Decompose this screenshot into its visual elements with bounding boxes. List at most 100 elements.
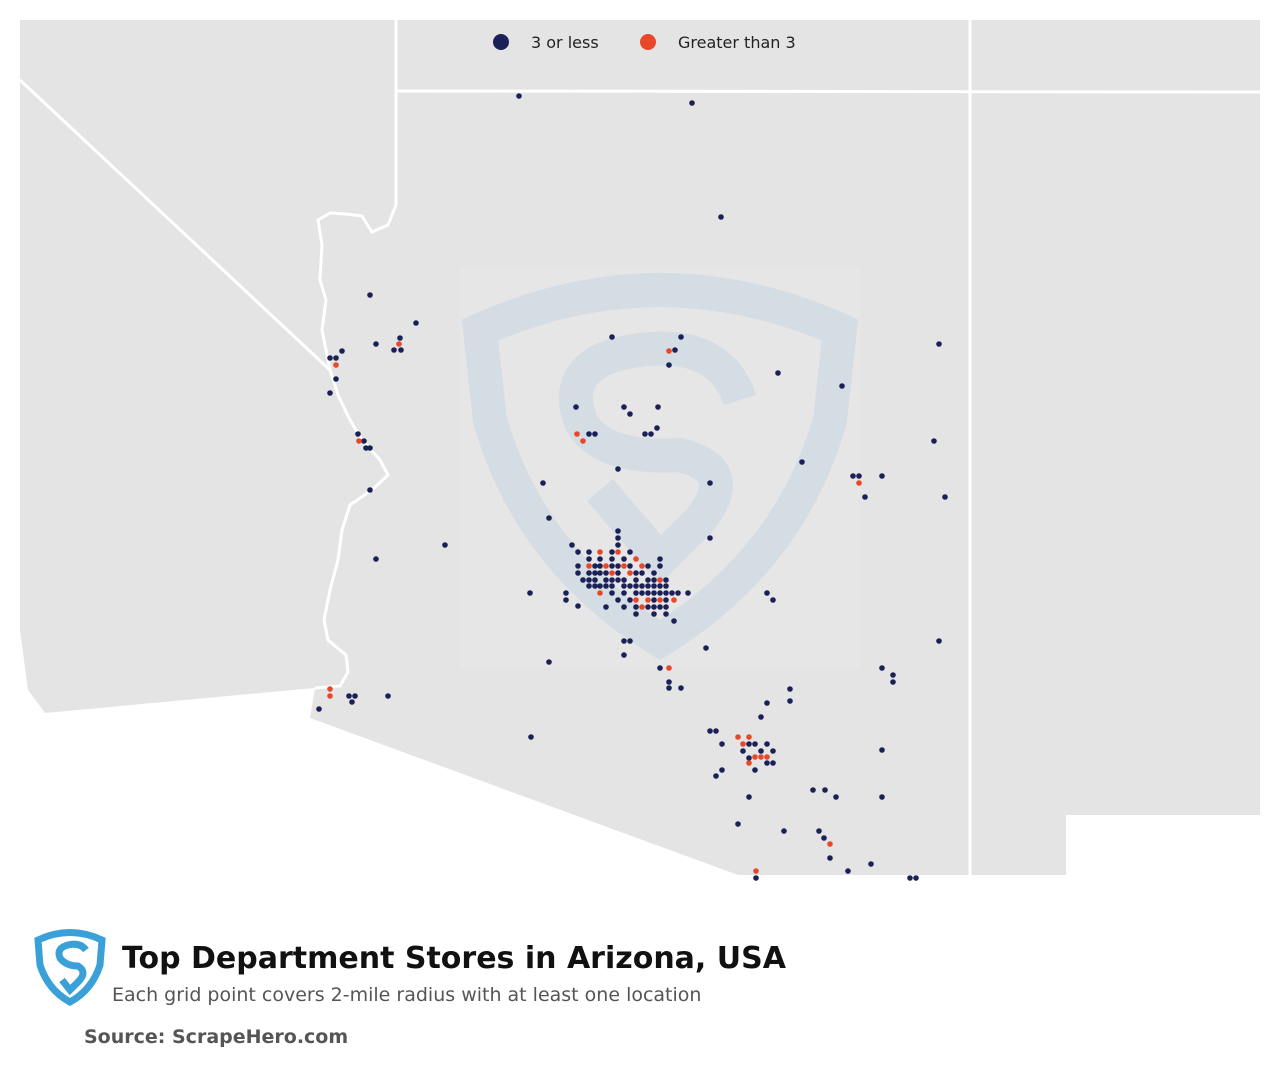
location-dot bbox=[615, 528, 621, 534]
location-dot bbox=[666, 362, 672, 368]
watermark bbox=[460, 268, 860, 668]
location-dot bbox=[603, 563, 609, 569]
location-dot bbox=[645, 604, 651, 610]
location-dot bbox=[666, 348, 672, 354]
location-dot bbox=[657, 563, 663, 569]
location-dot bbox=[575, 603, 581, 609]
location-dot bbox=[367, 487, 373, 493]
location-dot bbox=[764, 741, 770, 747]
location-dot bbox=[615, 549, 621, 555]
location-dot bbox=[633, 570, 639, 576]
location-dot bbox=[657, 597, 663, 603]
location-dot bbox=[821, 835, 827, 841]
location-dot bbox=[890, 672, 896, 678]
location-dot bbox=[346, 693, 352, 699]
location-dot bbox=[718, 214, 724, 220]
location-dot bbox=[592, 431, 598, 437]
location-dot bbox=[396, 341, 402, 347]
location-dot bbox=[827, 841, 833, 847]
location-dot bbox=[657, 590, 663, 596]
location-dot bbox=[349, 699, 355, 705]
location-dot bbox=[580, 438, 586, 444]
location-dot bbox=[609, 583, 615, 589]
location-dot bbox=[657, 583, 663, 589]
location-dot bbox=[746, 794, 752, 800]
location-dot bbox=[569, 542, 575, 548]
location-dot bbox=[627, 597, 633, 603]
location-dot bbox=[879, 794, 885, 800]
location-dot bbox=[627, 583, 633, 589]
location-dot bbox=[367, 445, 373, 451]
location-dot bbox=[546, 515, 552, 521]
location-dot bbox=[327, 355, 333, 361]
location-dot bbox=[666, 679, 672, 685]
location-dot bbox=[657, 577, 663, 583]
location-dot bbox=[597, 563, 603, 569]
location-dot bbox=[651, 577, 657, 583]
location-dot bbox=[639, 563, 645, 569]
location-dot bbox=[746, 755, 752, 761]
location-dot bbox=[936, 341, 942, 347]
location-dot bbox=[633, 611, 639, 617]
location-dot bbox=[592, 583, 598, 589]
location-dot bbox=[540, 480, 546, 486]
location-dot bbox=[609, 590, 615, 596]
location-dot bbox=[373, 341, 379, 347]
location-dot bbox=[703, 645, 709, 651]
location-dot bbox=[654, 425, 660, 431]
location-dot bbox=[787, 686, 793, 692]
location-dot bbox=[327, 390, 333, 396]
location-dot bbox=[879, 665, 885, 671]
location-dot bbox=[657, 556, 663, 562]
location-dot bbox=[764, 700, 770, 706]
location-dot bbox=[615, 577, 621, 583]
location-dot bbox=[391, 347, 397, 353]
location-dot bbox=[609, 334, 615, 340]
location-dot bbox=[657, 665, 663, 671]
location-dot bbox=[753, 875, 759, 881]
location-dot bbox=[642, 431, 648, 437]
source: Source: ScrapeHero.com bbox=[84, 1026, 348, 1048]
location-dot bbox=[615, 570, 621, 576]
location-dot bbox=[913, 875, 919, 881]
location-dot bbox=[651, 604, 657, 610]
location-dot bbox=[752, 741, 758, 747]
location-dot bbox=[609, 577, 615, 583]
location-dot bbox=[633, 577, 639, 583]
location-dot bbox=[663, 611, 669, 617]
location-dot bbox=[333, 355, 339, 361]
location-dot bbox=[633, 556, 639, 562]
location-dot bbox=[574, 431, 580, 437]
location-dot bbox=[586, 570, 592, 576]
location-dot bbox=[753, 868, 759, 874]
location-dot bbox=[352, 693, 358, 699]
location-dot bbox=[740, 741, 746, 747]
title: Top Department Stores in Arizona, USA bbox=[122, 941, 787, 976]
location-dot bbox=[707, 728, 713, 734]
location-dot bbox=[746, 760, 752, 766]
location-dot bbox=[651, 611, 657, 617]
location-dot bbox=[707, 480, 713, 486]
location-dot bbox=[752, 767, 758, 773]
location-dot bbox=[586, 583, 592, 589]
location-dot bbox=[689, 100, 695, 106]
location-dot bbox=[707, 535, 713, 541]
location-dot bbox=[827, 855, 833, 861]
location-dot bbox=[639, 583, 645, 589]
location-dot bbox=[633, 604, 639, 610]
location-dot bbox=[678, 685, 684, 691]
location-dot bbox=[327, 686, 333, 692]
location-dot bbox=[339, 348, 345, 354]
location-dot bbox=[672, 347, 678, 353]
location-dot bbox=[663, 590, 669, 596]
location-dot bbox=[735, 821, 741, 827]
location-dot bbox=[770, 597, 776, 603]
location-dot bbox=[586, 563, 592, 569]
location-dot bbox=[615, 563, 621, 569]
location-dot bbox=[575, 563, 581, 569]
location-dot bbox=[355, 431, 361, 437]
location-dot bbox=[931, 438, 937, 444]
location-dot bbox=[546, 659, 552, 665]
location-dot bbox=[942, 494, 948, 500]
